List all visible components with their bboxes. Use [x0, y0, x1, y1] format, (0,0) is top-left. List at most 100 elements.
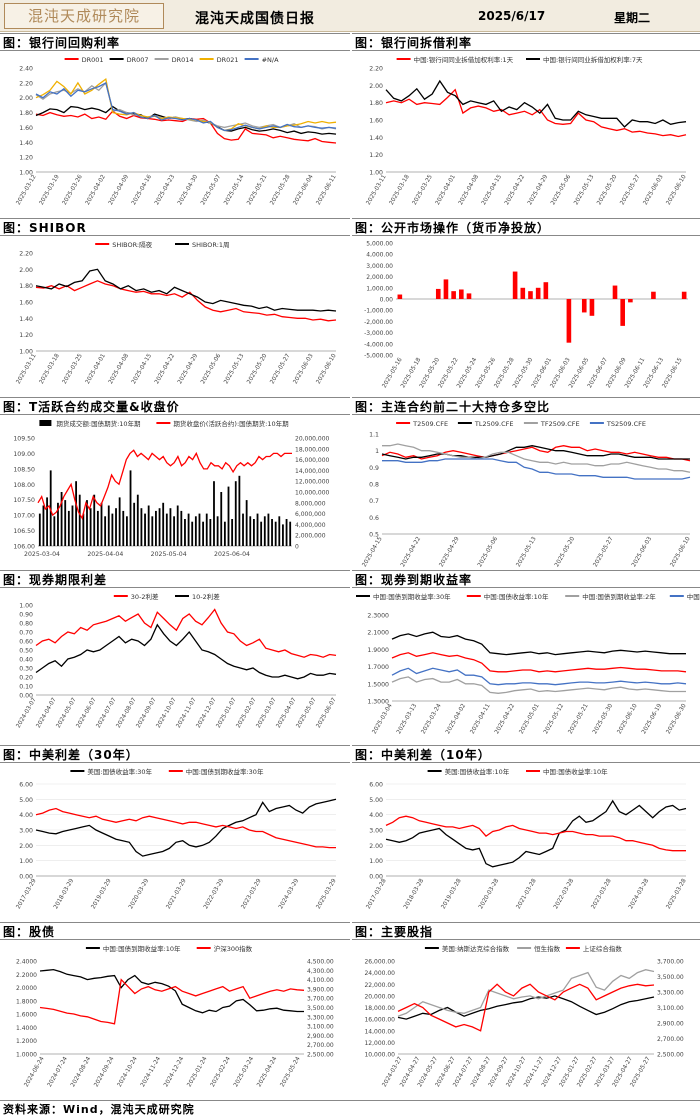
x-tick-label: 2022-03-28 — [553, 878, 575, 910]
panel-title-interbank: 图：银行间拆借利率 — [352, 33, 700, 51]
y-tick-label: 2,900.00 — [657, 1021, 684, 1028]
y-tick-label: 0.20 — [19, 675, 33, 682]
x-tick-label: 2025-05-06 — [477, 536, 499, 568]
legend-label: 中国:国债收益率:10年 — [484, 592, 549, 601]
y-tick-label: 22,000.00 — [364, 982, 395, 989]
legend-label: 期货成交额:国债期货:10年期 — [56, 419, 141, 428]
y-tick-label: 0.90 — [19, 612, 33, 619]
y-tick-label: 1.0000 — [16, 1052, 37, 1059]
x-tick-label: 2025-04-07 — [276, 697, 298, 729]
legend-label: DR001 — [82, 56, 104, 64]
volume-bar — [191, 521, 194, 546]
y-tick-label: 3,100.00 — [307, 1024, 334, 1031]
y-tick-label: 1.7000 — [367, 664, 389, 671]
x-tick-label: 2022-03-29 — [203, 878, 225, 910]
x-tick-label: 2024-08-24 — [70, 1056, 92, 1088]
y-tick-label: -4,000.00 — [364, 341, 393, 348]
x-tick-label: 2025-04-22 — [400, 536, 422, 568]
y-tick-label: 2.00 — [19, 843, 33, 850]
y-tick-label: 4,000,000 — [295, 522, 326, 529]
y-tick-label: 2.3000 — [367, 613, 389, 620]
omo-bar — [651, 291, 656, 299]
legend-label: 中国:国债到期收益率:30年 — [373, 592, 451, 601]
x-tick-label: 2025-03-04 — [372, 703, 394, 735]
volume-bar — [67, 510, 70, 546]
y-tick-label: 0.30 — [19, 666, 33, 673]
y-tick-label: 108.00 — [13, 482, 35, 489]
y-tick-label: 107.00 — [13, 513, 35, 520]
y-tick-label: 2.00 — [369, 843, 383, 850]
x-tick-label: 2025-04-16 — [131, 174, 153, 206]
legend-label: DR014 — [172, 56, 194, 64]
volume-bar — [89, 508, 92, 546]
x-tick-label: 2025-04-24 — [256, 1056, 278, 1088]
volume-bar — [96, 510, 99, 546]
x-tick-label: 2025-01-07 — [216, 697, 238, 729]
volume-bar — [38, 513, 41, 546]
x-tick-label: 2025-05-20 — [554, 536, 576, 568]
omo-bar — [435, 288, 441, 299]
panel-title-tvol: 图：T活跃合约成交量&收盘价 — [0, 397, 350, 415]
series-line-4 — [35, 81, 337, 132]
series-line-1 — [39, 978, 305, 1025]
volume-bar — [274, 521, 277, 546]
series-line-2 — [35, 81, 337, 130]
omo-bar — [581, 299, 587, 313]
y-tick-label: 1.20 — [19, 155, 33, 162]
x-tick-label: 2024-03-29 — [278, 878, 300, 910]
x-tick-label: 2024-03-28 — [628, 878, 650, 910]
y-tick-label: 2,700.00 — [657, 1036, 684, 1043]
series-line-0 — [35, 280, 337, 322]
y-tick-label: 2,000,000 — [295, 533, 326, 540]
y-tick-label: 14,000.00 — [364, 1028, 395, 1035]
y-tick-label: 4,500.00 — [307, 959, 334, 966]
y-tick-label: 18,000.00 — [364, 1005, 395, 1012]
volume-bar — [256, 513, 259, 546]
omo-bar — [520, 287, 526, 299]
y-tick-label: 2.20 — [19, 251, 33, 258]
y-tick-label: 1.8000 — [16, 998, 37, 1005]
legend-label: #N/A — [262, 56, 279, 64]
x-tick-label: 2025-04-29 — [177, 353, 199, 385]
chart-repo-rates: DR001 DR007 DR014 DR021 #N/A 1.00 1.20 1.40 1.60… — [16, 56, 338, 206]
y-tick-label: 14,000,000 — [295, 468, 330, 475]
x-tick-label: 2025-03-11 — [16, 353, 38, 385]
y-tick-label: 0.8 — [369, 482, 379, 489]
y-tick-label: 2.20 — [19, 80, 33, 87]
y-tick-label: 3,700.00 — [657, 959, 684, 966]
x-tick-label: 2017-03-28 — [366, 878, 388, 910]
y-tick-label: 0.40 — [19, 657, 33, 664]
volume-bar — [53, 516, 56, 546]
y-tick-label: 20,000.00 — [364, 993, 395, 1000]
series-line-0 — [385, 799, 687, 868]
volume-bar — [140, 508, 143, 546]
chart-major-indices: 美国:纳斯达克综合指数 恒生指数 上证综合指数 10,000.00 12,000.00 1… — [364, 944, 684, 1088]
y-tick-label: 4.00 — [19, 812, 33, 819]
series-line-3 — [391, 667, 687, 686]
y-tick-label: 6.00 — [19, 782, 33, 789]
volume-bar — [136, 494, 139, 546]
omo-bar — [535, 287, 541, 299]
x-tick-label: 2025-06-10 — [617, 703, 639, 735]
omo-bar — [451, 291, 456, 299]
x-tick-label: 2025-04-15 — [131, 353, 153, 385]
y-tick-label: 0.50 — [19, 648, 33, 655]
volume-bar — [180, 510, 183, 546]
y-tick-label: -5,000.00 — [364, 353, 393, 360]
volume-bar — [184, 519, 186, 546]
volume-bar — [49, 470, 52, 546]
y-tick-label: 3,500.00 — [657, 974, 684, 981]
volume-bar — [209, 519, 212, 546]
omo-bar — [512, 271, 518, 299]
x-tick-label: 2018-03-29 — [53, 878, 75, 910]
x-tick-label: 2025-06-03 — [643, 174, 665, 206]
series-line-2 — [397, 983, 655, 1032]
chart-cn-us-10y: 美国:国债收益率:10年 中国:国债收益率:10年 0.00 1.00 2.00 3.00… — [366, 767, 688, 910]
volume-bar — [46, 497, 48, 546]
chart-t-volume-price: 期货成交额:国债期货:10年期 期货收盘价(活跃合约):国债期货:10年期 106.… — [13, 419, 330, 558]
x-tick-label: 2025-03-26 — [62, 174, 84, 206]
x-tick-label: 2025-05-27 — [620, 174, 642, 206]
x-tick-label: 2024-04-07 — [36, 697, 58, 729]
y-tick-label: 1.1 — [369, 432, 379, 439]
omo-bar — [589, 299, 595, 316]
